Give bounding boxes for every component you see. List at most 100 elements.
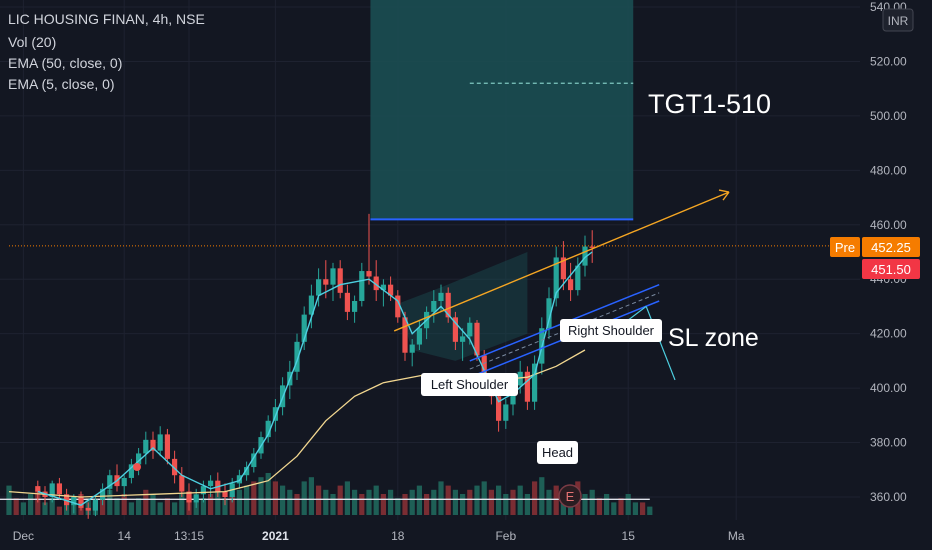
volume-bar — [524, 494, 530, 515]
pre-market-badge: Pre 452.25 — [830, 237, 920, 257]
volume-bar — [510, 489, 516, 515]
candle-body — [78, 497, 84, 508]
ema5-line — [37, 251, 593, 506]
candle-body — [517, 371, 523, 386]
indicator-volume[interactable]: Vol (20) — [8, 34, 56, 50]
time-tick-label: Dec — [13, 529, 34, 543]
candle-body — [560, 257, 566, 280]
candle-body — [373, 276, 379, 291]
time-axis[interactable]: Dec 14 13:15 2021 18 Feb 15 Ma — [13, 529, 745, 543]
candle-body — [402, 317, 408, 353]
currency-label: INR — [888, 14, 909, 28]
volume-bar — [352, 489, 358, 515]
volume-bar — [287, 489, 293, 515]
volume-bar — [136, 498, 142, 515]
price-tick-label: 420.00 — [870, 327, 907, 341]
pre-price: 452.25 — [871, 240, 911, 255]
volume-bar — [164, 498, 170, 515]
volume-bar — [272, 481, 278, 515]
candle-body — [388, 284, 394, 296]
candle-body — [524, 371, 530, 402]
time-tick-label: Feb — [495, 529, 516, 543]
volume-bar — [6, 485, 12, 515]
candle-body — [323, 279, 329, 285]
price-tick-label: 520.00 — [870, 54, 907, 68]
pre-label: Pre — [835, 240, 855, 255]
volume-bar — [107, 489, 113, 515]
volume-bar — [604, 494, 610, 515]
channel-mid — [469, 292, 660, 370]
candle-body — [568, 279, 574, 291]
last-price-badge: 451.50 — [862, 259, 920, 279]
indicator-ema5[interactable]: EMA (5, close, 0) — [8, 76, 115, 92]
candle-body — [164, 434, 170, 459]
candle-body — [121, 477, 127, 487]
volume-bar — [438, 481, 444, 515]
candle-body — [128, 464, 134, 478]
candle-body — [553, 257, 559, 299]
candle-body — [431, 301, 437, 312]
volume-bar — [553, 485, 559, 515]
target-label: TGT1-510 — [648, 89, 771, 119]
pattern-zone — [397, 252, 528, 361]
candle-body — [186, 491, 192, 503]
volume-bar — [582, 494, 588, 515]
candle-body — [193, 494, 199, 503]
indicator-ema50[interactable]: EMA (50, close, 0) — [8, 55, 122, 71]
symbol-title: LIC HOUSING FINAN, 4h, NSE — [8, 11, 205, 27]
volume-bar — [366, 489, 372, 515]
candle-body — [179, 475, 185, 492]
left-shoulder-callout: Left Shoulder — [421, 373, 518, 396]
candle-body — [337, 268, 343, 293]
candle-body — [532, 363, 538, 402]
volume-bar — [460, 494, 466, 515]
volume-bar — [114, 498, 120, 515]
price-tick-label: 380.00 — [870, 436, 907, 450]
volume-bar — [20, 502, 26, 515]
candle-body — [330, 268, 336, 285]
candle-body — [272, 407, 278, 421]
candle-body — [344, 292, 350, 312]
dividend-dot — [133, 463, 141, 471]
candle-body — [416, 328, 422, 345]
candle-body — [92, 499, 98, 511]
candle-body — [352, 301, 358, 312]
volume-bar — [373, 485, 379, 515]
candle-body — [438, 292, 444, 301]
pullback-line — [645, 306, 676, 381]
candle-body — [496, 396, 502, 421]
volume-bar — [481, 481, 487, 515]
earnings-marker[interactable]: E — [558, 484, 582, 508]
volume-bar — [474, 485, 480, 515]
candle-body — [395, 295, 401, 318]
candle-body — [236, 475, 242, 484]
time-tick-label: 13:15 — [174, 529, 204, 543]
candle-body — [49, 483, 55, 497]
volume-bar — [445, 485, 451, 515]
volume-bar — [121, 494, 127, 515]
candle-body — [208, 480, 214, 487]
volume-bar — [42, 502, 48, 515]
volume-bar — [503, 494, 509, 515]
volume-bar — [157, 502, 163, 515]
volume-bar — [294, 494, 300, 515]
earnings-icon: E — [566, 489, 575, 504]
volume-bar — [143, 489, 149, 515]
candle-body — [294, 341, 300, 372]
volume-bar — [337, 485, 343, 515]
volume-bar — [179, 494, 185, 515]
price-tick-label: 360.00 — [870, 490, 907, 504]
candle-body — [366, 271, 372, 277]
volume-bar — [251, 481, 257, 515]
candle-body — [589, 246, 595, 248]
volume-bar — [56, 506, 62, 515]
volume-bar — [539, 477, 545, 515]
candle-body — [474, 322, 480, 356]
currency-badge[interactable]: INR — [882, 8, 914, 32]
last-price: 451.50 — [871, 262, 911, 277]
price-tick-label: 500.00 — [870, 109, 907, 123]
volume-bar — [150, 494, 156, 515]
volume-bar — [632, 502, 638, 515]
